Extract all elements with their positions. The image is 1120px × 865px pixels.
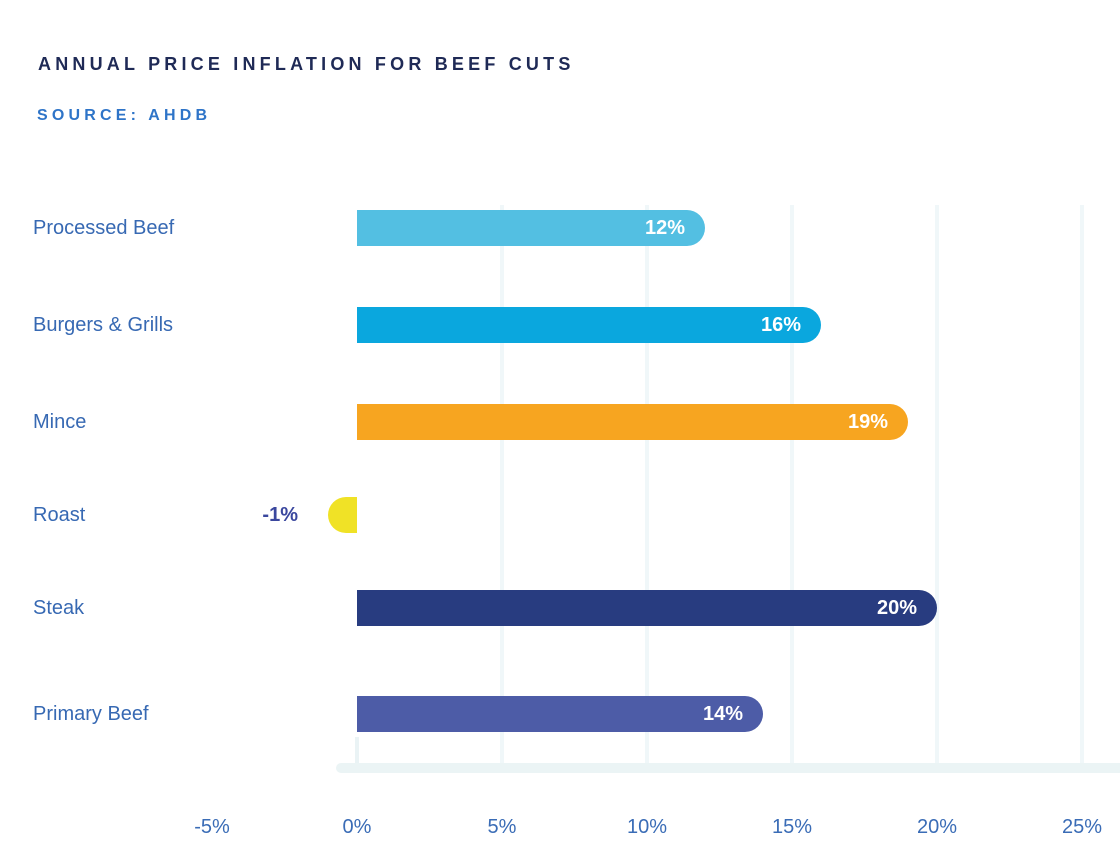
x-axis-tick-label: 5% [487,816,517,838]
x-axis-tick-label: 25% [1061,816,1103,838]
x-axis-tick-label: -5% [194,816,230,838]
x-axis-tick-label: 20% [916,816,958,838]
bar-value-label: 16% [760,314,801,336]
category-label: Mince [33,411,87,433]
x-axis-tick-label: 0% [342,816,372,838]
category-label: Processed Beef [33,217,175,239]
category-label: Primary Beef [33,703,149,725]
bar [328,497,357,533]
bar: 20% [357,590,937,626]
bar: 19% [357,404,908,440]
chart-title: ANNUAL PRICE INFLATION FOR BEEF CUTS [38,54,575,74]
category-label: Roast [33,504,86,526]
category-label: Burgers & Grills [33,314,174,336]
gridline-15pct [790,205,794,763]
x-axis-baseline [336,763,1120,773]
gridline-25pct [1080,205,1084,763]
chart-source: SOURCE: AHDB [37,107,212,124]
zero-axis-tick [355,737,359,763]
x-axis-tick-label: 10% [626,816,668,838]
gridline-20pct [935,205,939,763]
bar-value-label: -1% [262,504,298,526]
bar: 12% [357,210,705,246]
category-label: Steak [33,597,85,619]
bar: 14% [357,696,763,732]
bar-value-label: 12% [644,217,685,239]
bar-value-label: 14% [702,703,743,725]
bar-value-label: 20% [876,597,917,619]
x-axis-tick-label: 15% [771,816,813,838]
bar-value-label: 19% [847,411,888,433]
gridline-5pct [500,205,504,763]
bar: 16% [357,307,821,343]
gridline-10pct [645,205,649,763]
